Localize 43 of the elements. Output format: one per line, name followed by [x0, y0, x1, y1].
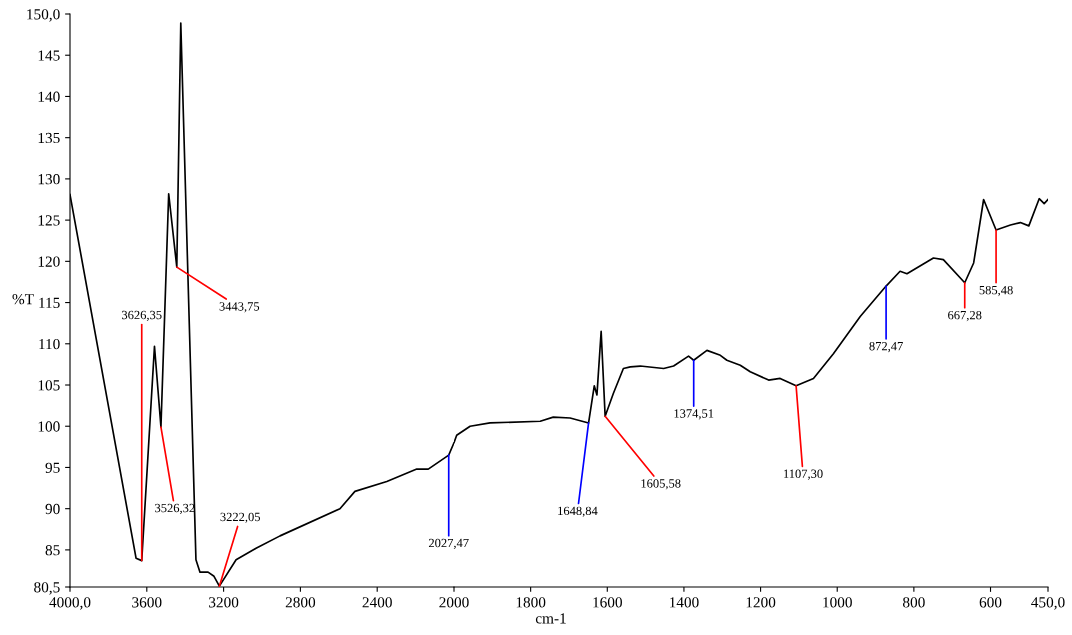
y-axis-title: %T [12, 294, 34, 305]
annotation: 585,48 [979, 285, 1013, 297]
annotation: 1648,84 [558, 506, 598, 517]
y-tick-label: 125 [38, 215, 60, 226]
x-axis-title: cm-1 [535, 613, 566, 624]
x-tick-label: 450,0 [1031, 597, 1065, 610]
y-tick-label: 150,0 [27, 9, 60, 22]
x-tick-label: 1400 [670, 597, 699, 608]
annotation: 1107,30 [784, 469, 823, 480]
annotation: 1605,58 [641, 479, 681, 490]
y-tick-label: 80,5 [34, 582, 60, 595]
y-tick-label: 135 [38, 132, 60, 144]
annotation: 667,28 [948, 310, 982, 322]
y-tick-label: 85 [45, 545, 60, 556]
x-tick-label: 3200 [209, 597, 239, 608]
y-tick-label: 120 [38, 256, 60, 267]
y-tick-label: 110 [39, 338, 60, 350]
x-tick-label: 1000 [823, 597, 852, 608]
y-tick-label: 140 [38, 91, 60, 102]
x-tick-label: 4000,0 [49, 597, 91, 610]
x-tick-label: 2000 [439, 597, 469, 608]
annotation: 3626,35 [122, 310, 162, 321]
y-tick-label: 100 [38, 421, 60, 432]
annotation: 3222,05 [220, 512, 261, 523]
x-tick-label: 2800 [285, 597, 316, 608]
x-tick-label: 1800 [516, 597, 546, 608]
y-tick-label: 95 [45, 462, 60, 473]
y-tick-label: 130 [38, 174, 60, 185]
x-tick-label: 3600 [132, 597, 162, 608]
x-tick-label: 1200 [746, 597, 776, 608]
x-tick-label: 600 [979, 597, 1002, 608]
annotation: 1374,51 [674, 409, 714, 420]
y-tick-label: 145 [38, 50, 60, 61]
annotation: 2027,47 [428, 538, 469, 550]
y-tick-label: 90 [45, 503, 60, 515]
y-tick-label: 115 [39, 297, 60, 309]
annotation: 3526,32 [155, 503, 195, 515]
x-tick-label: 2400 [362, 597, 392, 608]
y-tick-label: 105 [38, 380, 60, 391]
x-tick-label: 800 [903, 597, 925, 608]
annotation: 872,47 [869, 341, 903, 353]
annotation: 3443,75 [219, 302, 260, 313]
x-tick-label: 1600 [593, 597, 622, 608]
